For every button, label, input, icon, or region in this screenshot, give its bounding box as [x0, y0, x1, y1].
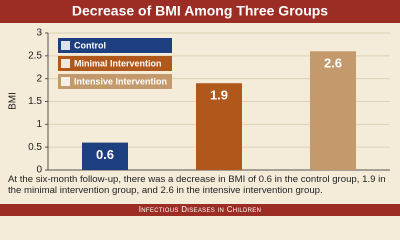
- value-label: 0.6: [96, 147, 114, 162]
- bar: [196, 83, 242, 170]
- value-label: 1.9: [210, 88, 228, 103]
- legend-label: Control: [74, 40, 106, 50]
- bar: [82, 142, 128, 170]
- y-tick-label: 3: [36, 28, 42, 39]
- y-tick-label: 1.5: [28, 96, 42, 107]
- legend-box: [58, 56, 172, 71]
- y-tick-label: 1: [36, 119, 42, 130]
- chart: Decrease of BMI Among Three Groups BMI 0…: [0, 0, 400, 176]
- legend-swatch: [61, 41, 70, 50]
- legend-swatch: [61, 77, 70, 86]
- chart-title: Decrease of BMI Among Three Groups: [72, 3, 328, 19]
- legend-swatch: [61, 59, 70, 68]
- y-tick-label: 0.5: [28, 142, 42, 153]
- footer: Infectious Diseases in Children: [0, 204, 400, 216]
- legend-label: Minimal Intervention: [74, 58, 162, 68]
- value-label: 2.6: [324, 56, 342, 71]
- y-tick-label: 2.5: [28, 50, 42, 61]
- page: {"chart_data": {"type": "bar", "title": …: [0, 0, 400, 216]
- legend-box: [58, 74, 172, 89]
- y-axis-label: BMI: [8, 92, 19, 110]
- caption: At the six-month follow-up, there was a …: [8, 174, 386, 196]
- legend-box: [58, 38, 172, 53]
- title-bar: [0, 0, 400, 23]
- y-tick-label: 2: [36, 73, 42, 84]
- bar: [310, 51, 356, 171]
- y-tick-label: 0: [36, 165, 42, 176]
- legend-label: Intensive Intervention: [74, 76, 167, 86]
